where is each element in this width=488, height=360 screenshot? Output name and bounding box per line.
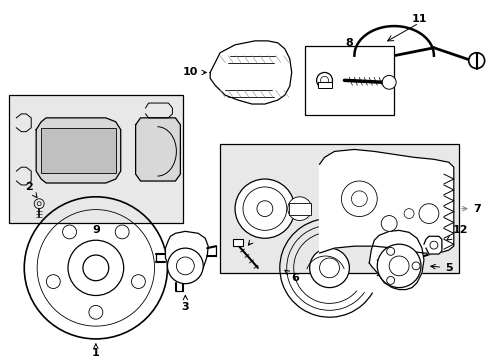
Circle shape xyxy=(287,197,311,220)
Text: 7: 7 xyxy=(461,204,481,213)
Text: 12: 12 xyxy=(446,225,468,240)
Polygon shape xyxy=(368,230,423,289)
Circle shape xyxy=(309,248,349,288)
Polygon shape xyxy=(135,118,180,181)
Circle shape xyxy=(341,181,376,217)
Text: 5: 5 xyxy=(430,263,452,273)
Bar xyxy=(233,239,243,246)
Polygon shape xyxy=(165,231,208,283)
Text: 3: 3 xyxy=(181,296,189,312)
Circle shape xyxy=(376,244,420,288)
Text: 11: 11 xyxy=(410,14,426,24)
Polygon shape xyxy=(210,41,291,104)
Bar xyxy=(304,46,393,115)
Polygon shape xyxy=(319,149,453,253)
Polygon shape xyxy=(423,236,441,254)
Text: 6: 6 xyxy=(285,270,298,283)
Text: 10: 10 xyxy=(182,67,206,77)
Text: 4: 4 xyxy=(248,228,262,245)
Bar xyxy=(317,82,332,88)
Text: 8: 8 xyxy=(345,38,352,48)
Circle shape xyxy=(382,75,395,89)
Bar xyxy=(220,144,458,273)
Circle shape xyxy=(468,53,484,68)
Circle shape xyxy=(235,179,294,238)
Bar xyxy=(288,203,310,215)
Circle shape xyxy=(381,216,396,231)
Text: 9: 9 xyxy=(92,225,100,235)
Circle shape xyxy=(316,72,332,88)
Text: 1: 1 xyxy=(92,344,100,358)
Circle shape xyxy=(418,204,438,224)
Circle shape xyxy=(431,241,441,251)
Circle shape xyxy=(167,248,203,284)
Bar xyxy=(9,95,183,224)
Polygon shape xyxy=(36,118,121,183)
Text: 2: 2 xyxy=(25,182,37,198)
Bar xyxy=(41,128,116,173)
